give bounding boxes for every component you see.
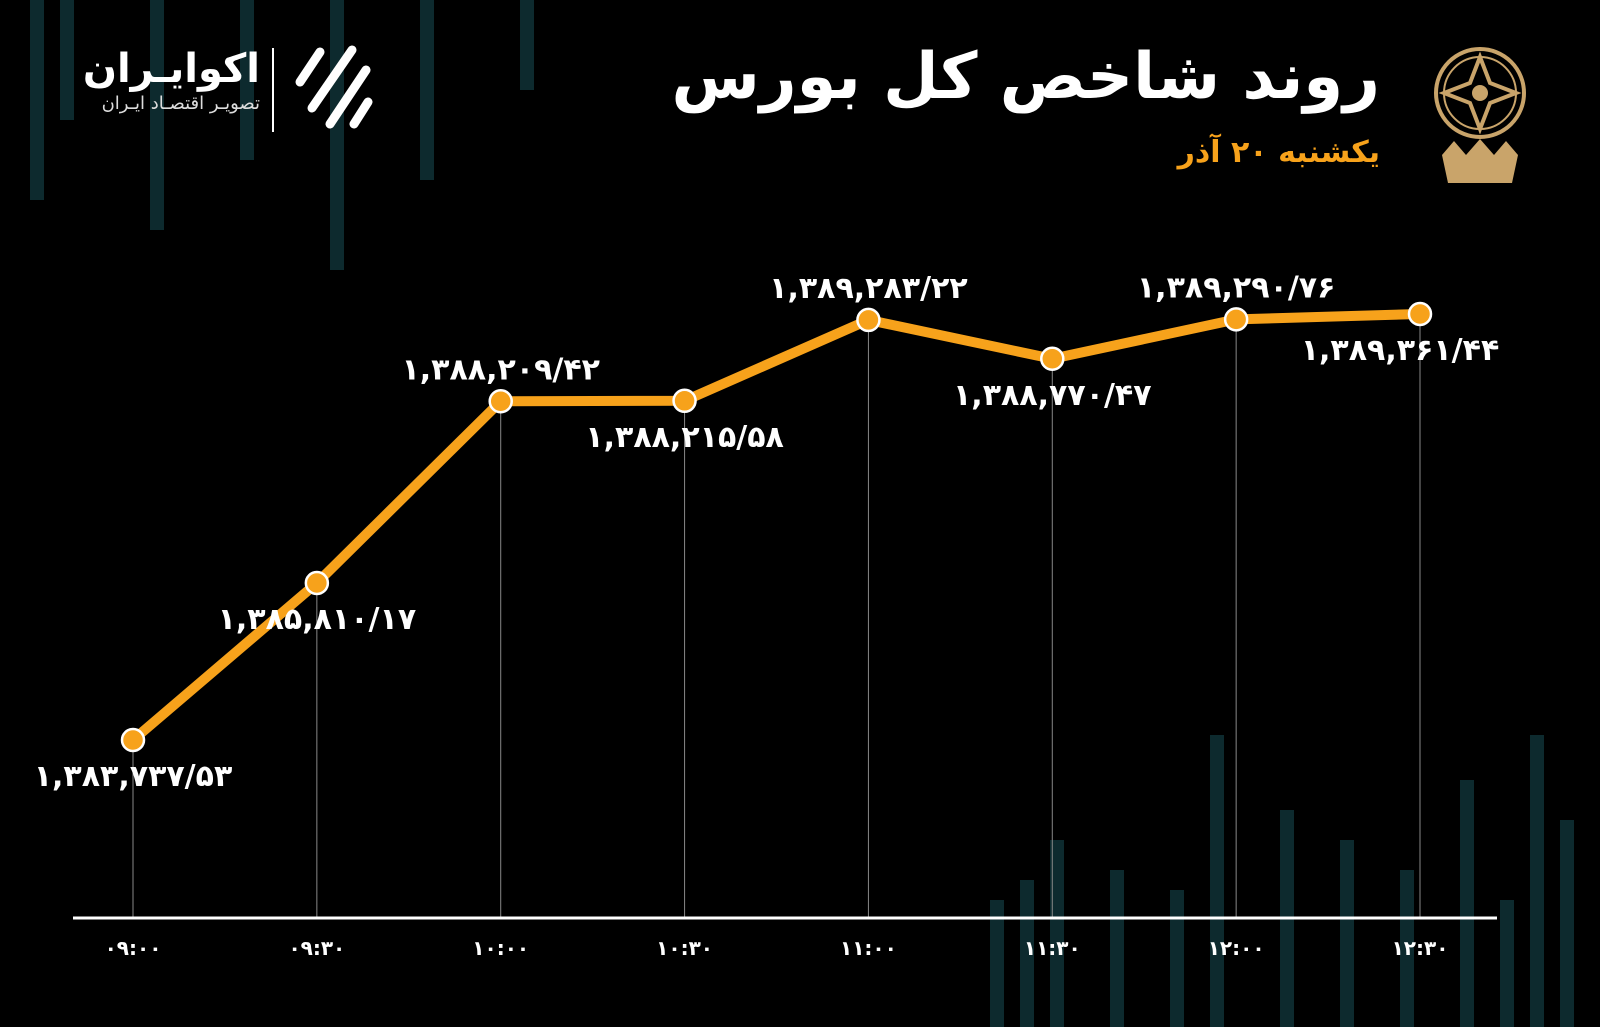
data-label: ۱,۳۸۹,۲۹۰/۷۶ [1137,270,1336,305]
data-point [120,727,146,753]
data-point [1040,346,1065,372]
date-subtitle: یکشنبه ۲۰ آذر [1177,135,1380,170]
x-tick-label: ۰۹:۰۰ [105,936,162,960]
x-tick-label: ۱۱:۳۰ [1024,936,1081,960]
x-tick-label: ۰۹:۳۰ [288,936,345,960]
brand-name: اکوایـران [82,46,260,92]
series-line [129,309,1421,744]
data-point [672,388,697,414]
brand-tagline: تصویـر اقتصـاد ایـران [101,93,260,114]
deco-bar [1170,890,1184,1027]
data-label: ۱,۳۸۵,۸۱۰/۱۷ [218,602,417,637]
brand-logo: اکوایـران تصویـر اقتصـاد ایـران [60,45,260,114]
deco-bar [1110,870,1124,1027]
deco-bar [990,900,1004,1027]
tehran-stock-exchange-seal-icon [1434,47,1526,183]
deco-bar [30,0,44,200]
data-label: ۱,۳۸۹,۲۸۳/۲۲ [769,271,968,306]
data-point [1407,301,1433,327]
deco-bar [1500,900,1514,1027]
ecoiran-logo-icon [295,45,373,129]
deco-bar [520,0,534,90]
deco-bar [420,0,434,180]
deco-bar [1460,780,1474,1027]
data-point [856,307,881,333]
data-point [304,570,330,596]
data-label: ۱,۳۸۸,۷۷۰/۴۷ [953,378,1152,413]
deco-bar [240,0,254,160]
x-tick-label: ۱۲:۰۰ [1208,936,1265,960]
deco-bar [1210,735,1224,1027]
x-tick-label: ۱۰:۳۰ [656,936,713,960]
data-label: ۱,۳۸۹,۳۶۱/۴۴ [1301,333,1500,368]
deco-bar [1400,870,1414,1027]
data-point [488,389,513,414]
page-title: روند شاخص کل بورس [671,40,1380,114]
data-label: ۱,۳۸۸,۲۱۵/۵۸ [585,420,784,455]
deco-bar [1530,735,1544,1027]
data-label: ۱,۳۸۸,۲۰۹/۴۲ [401,352,600,387]
x-tick-label: ۱۲:۳۰ [1392,936,1449,960]
deco-bar [60,0,74,120]
deco-bar [1340,840,1354,1027]
data-label: ۱,۳۸۳,۷۳۷/۵۳ [34,759,233,794]
data-point [1223,307,1249,332]
deco-bar [1560,820,1574,1027]
deco-bar [150,0,164,230]
x-tick-label: ۱۰:۰۰ [472,936,529,960]
deco-bar [1050,840,1064,1027]
brand-divider [272,48,274,132]
x-tick-label: ۱۱:۰۰ [840,936,897,960]
